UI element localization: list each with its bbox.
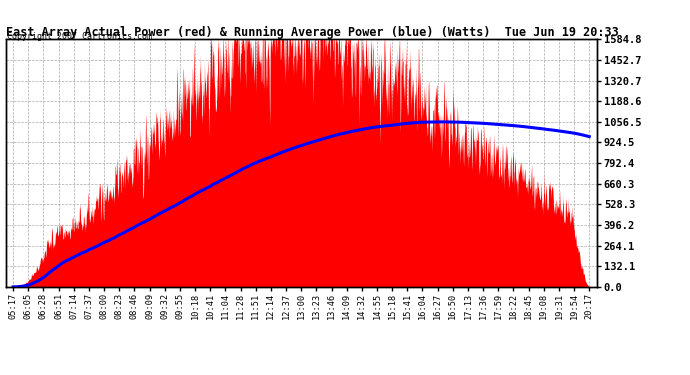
Text: East Array Actual Power (red) & Running Average Power (blue) (Watts)  Tue Jun 19: East Array Actual Power (red) & Running … (6, 26, 618, 39)
Text: Copyright 2007 Cartronics.com: Copyright 2007 Cartronics.com (7, 32, 152, 41)
